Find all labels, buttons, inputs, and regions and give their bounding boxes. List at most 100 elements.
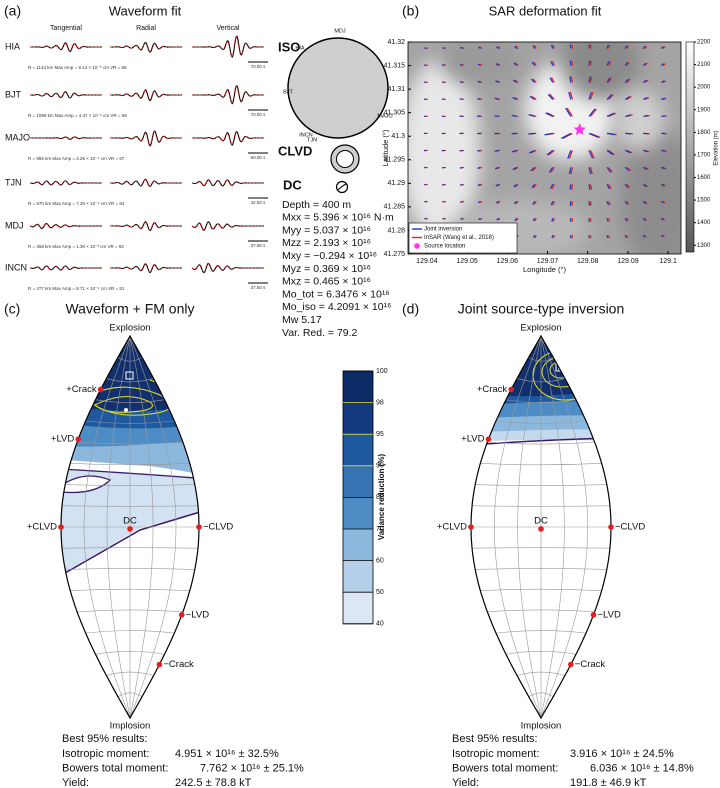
colorbar-tick-label: 2200: [697, 40, 711, 46]
displacement-arrow: [588, 76, 591, 83]
displacement-arrow: [644, 183, 649, 188]
displacement-arrow: [532, 234, 536, 239]
colorbar-tick-label: 80: [376, 494, 384, 501]
displacement-arrow: [660, 63, 665, 67]
displacement-arrow: [624, 234, 627, 239]
displacement-arrow: [532, 183, 537, 189]
displacement-arrow: [569, 76, 572, 83]
lune-parallel: [106, 378, 154, 383]
result-label: Yield:: [452, 777, 479, 788]
clvd-inner: [336, 150, 354, 168]
displacement-arrow: [608, 218, 611, 222]
displacement-arrow: [606, 61, 610, 66]
displacement-arrow: [624, 45, 628, 49]
displacement-arrow: [532, 200, 536, 205]
displacement-arrow: [661, 149, 666, 152]
displacement-arrow: [553, 235, 555, 239]
colorbar-tick-label: 70: [376, 526, 384, 533]
displacement-arrow: [606, 184, 610, 190]
lune-parallel: [472, 547, 610, 549]
displacement-arrow: [513, 96, 519, 101]
displacement-arrow: [608, 235, 610, 239]
displacement-arrow: [442, 217, 445, 220]
displacement-arrow: [661, 166, 665, 170]
lune-outline: [470, 334, 612, 720]
station-name: INCN: [5, 262, 27, 272]
displacement-arrow: [479, 183, 483, 187]
lune-parallel: [480, 588, 602, 591]
displacement-arrow: [661, 97, 666, 101]
displacement-arrow: [660, 200, 664, 204]
observed-waveform: [192, 35, 264, 57]
x-tick-label: 129.08: [577, 258, 599, 265]
lune-point: [58, 524, 64, 530]
dc-nodal: [337, 183, 347, 191]
displacement-arrow: [512, 166, 517, 171]
displacement-arrow: [588, 201, 591, 206]
lune-parallel: [95, 399, 165, 403]
vr-contour: [61, 475, 112, 494]
displacement-arrow: [552, 218, 555, 222]
displacement-arrow: [479, 46, 483, 50]
displacement-arrow: [441, 183, 445, 186]
displacement-arrow: [441, 166, 445, 169]
displacement-arrow: [643, 149, 648, 153]
displacement-arrow: [626, 166, 632, 172]
displacement-arrow: [626, 78, 631, 83]
displacement-arrow: [608, 94, 614, 100]
lune-parallel: [85, 630, 175, 634]
x-tick-label: 129.06: [497, 258, 519, 265]
displacement-arrow: [494, 149, 499, 152]
displacement-arrow: [494, 115, 499, 118]
displacement-arrow: [533, 61, 537, 66]
ball-station: HIA: [295, 45, 305, 51]
displacement-arrow: [642, 200, 646, 205]
displacement-arrow: [513, 62, 517, 66]
observed-waveform: [110, 90, 182, 101]
y-tick-label: 41.295: [384, 157, 406, 164]
displacement-arrow: [550, 166, 555, 173]
colorbar-band: [343, 371, 373, 403]
lune-label: +CLVD: [437, 522, 467, 533]
component-label: Tangential: [50, 25, 82, 32]
observed-waveform: [191, 179, 264, 187]
displacement-arrow: [589, 60, 592, 66]
displacement-arrow: [497, 46, 501, 50]
vr-contour: [94, 396, 153, 413]
solution-line: Mo_tot = 6.3476 × 10¹⁶: [282, 288, 390, 300]
displacement-arrow: [423, 166, 427, 169]
displacement-arrow: [443, 200, 447, 203]
displacement-arrow: [642, 45, 646, 49]
colorbar-band: [343, 529, 373, 561]
source-star: [573, 123, 586, 136]
lune-fill: [61, 336, 199, 718]
displacement-arrow: [568, 167, 572, 175]
vr-region: [62, 476, 110, 493]
displacement-arrow: [660, 217, 664, 221]
colorbar-tick-label: 2000: [697, 85, 711, 91]
x-tick-label: 129.05: [456, 258, 478, 265]
displacement-arrow: [608, 77, 613, 83]
displacement-arrow: [494, 166, 499, 170]
displacement-arrow: [644, 217, 648, 221]
lune-parallel: [70, 588, 190, 591]
displacement-arrow: [662, 234, 665, 238]
results-title: Best 95% results:: [62, 733, 148, 745]
legend-label: Joint inversion: [424, 227, 462, 233]
displacement-arrow: [571, 60, 574, 66]
displacement-arrow: [495, 63, 499, 67]
mechanism-label: ISO: [278, 39, 300, 54]
displacement-arrow: [662, 80, 667, 84]
lune-point: [568, 661, 574, 668]
displacement-arrow: [531, 166, 537, 172]
displacement-arrow: [514, 79, 519, 83]
result-value: 7.762 × 10¹⁶ ± 25.1%: [200, 762, 304, 774]
displacement-arrow: [513, 183, 517, 188]
displacement-arrow: [588, 150, 594, 159]
displacement-arrow: [551, 235, 554, 239]
lune-parallel: [495, 420, 587, 424]
lune-label: Explosion: [109, 323, 150, 334]
y-tick-label: 41.3: [391, 133, 405, 140]
lune-point: [468, 524, 474, 530]
observed-waveform: [30, 42, 102, 52]
